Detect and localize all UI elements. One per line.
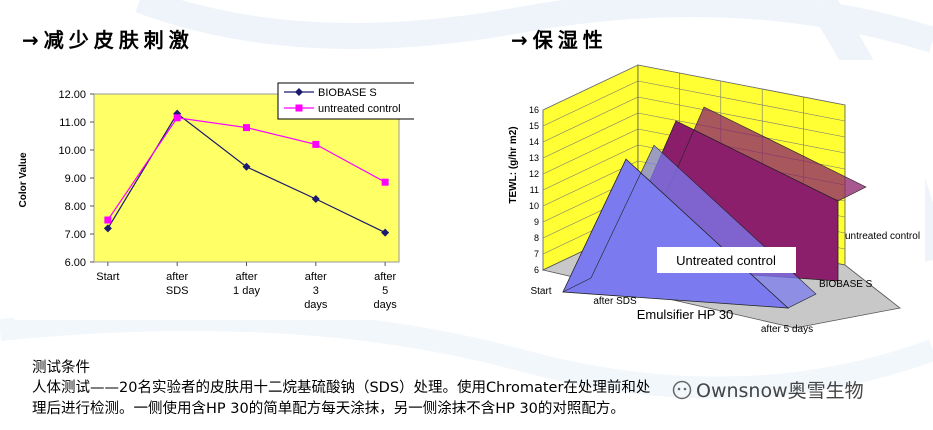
y-tick-label: 8 bbox=[534, 233, 539, 243]
wall-gridline bbox=[542, 112, 639, 159]
heading-moisturizing: →保湿性 bbox=[511, 28, 608, 52]
watermark-text: Ownsnow奥雪生物 bbox=[696, 380, 864, 402]
x-axis: Start after SDS after 1 day after 3 days after 5 d… bbox=[96, 262, 397, 311]
annotation-text: Untreated control bbox=[676, 253, 776, 268]
test-conditions-line-2: 理后进行检测。一侧使用含HP 30的简单配方每天涂抹，另一侧涂抹不含HP 30的… bbox=[32, 401, 625, 417]
x-axis-label: Emulsifier HP 30 bbox=[637, 307, 734, 322]
y-tick-label: 16 bbox=[529, 105, 539, 115]
legend-label: BIOBASE S bbox=[318, 87, 377, 99]
wall-gridline bbox=[542, 80, 639, 127]
y-tick-label: 11.00 bbox=[59, 117, 86, 129]
x-tick-label: 3 bbox=[313, 285, 319, 297]
wall-gridline bbox=[542, 144, 639, 191]
y-tick-label: 6 bbox=[534, 265, 539, 275]
legend-box bbox=[277, 82, 414, 120]
y-axis-label: Color Value bbox=[18, 152, 29, 207]
y-tick-label: 8.00 bbox=[65, 201, 86, 213]
data-point bbox=[173, 114, 181, 122]
series-layer bbox=[103, 109, 390, 237]
x-tick-label: 5 bbox=[382, 285, 388, 297]
y-tick-label: 15 bbox=[529, 121, 539, 131]
heading-skin-irritation: →减少皮肤刺激 bbox=[22, 28, 194, 52]
data-point bbox=[381, 178, 389, 186]
y-tick-label: 10.00 bbox=[58, 145, 86, 157]
y-axis: 6.00 7.00 8.00 9.00 10.00 11.00 12.00 bbox=[58, 89, 94, 269]
category-label: after 5 days bbox=[761, 324, 813, 335]
wall-gridline bbox=[637, 64, 846, 106]
wall-gridline bbox=[542, 64, 639, 111]
legend-marker bbox=[295, 88, 303, 96]
test-conditions-title: 测试条件 bbox=[32, 360, 90, 376]
wall-gridline bbox=[637, 96, 846, 138]
data-point bbox=[242, 162, 251, 171]
data-point bbox=[104, 216, 112, 224]
plot-area bbox=[93, 93, 400, 263]
wall-gridline bbox=[542, 128, 639, 175]
y-tick-label: 6.00 bbox=[65, 257, 86, 269]
x-tick-label: Start bbox=[96, 271, 119, 283]
y-tick-label: 14 bbox=[529, 137, 539, 147]
tewl-3d-area-chart: 6 7 8 9 10 11 12 13 14 15 16 Start after SDS after 5… bbox=[505, 60, 925, 340]
y-tick-label: 12 bbox=[529, 169, 539, 179]
watermark: Ownsnow奥雪生物 bbox=[672, 376, 864, 403]
series-label: untreated control bbox=[845, 231, 920, 242]
x-tick-label: after bbox=[166, 271, 188, 283]
test-conditions-line-1: 人体测试——20名实验者的皮肤用十二烷基硫酸钠（SDS）处理。使用Chromat… bbox=[32, 380, 651, 396]
x-tick-label: after bbox=[374, 271, 396, 283]
data-point bbox=[311, 195, 320, 203]
x-tick-label: after bbox=[305, 271, 327, 283]
y-tick-label: 11 bbox=[530, 185, 539, 195]
x-tick-label: days bbox=[304, 299, 328, 311]
y-tick-label: 7.00 bbox=[65, 229, 86, 241]
y-tick-label: 13 bbox=[529, 153, 539, 163]
data-point bbox=[103, 224, 112, 233]
x-tick-label: after bbox=[235, 271, 257, 283]
annotation-background bbox=[657, 247, 796, 273]
series-label: BIOBASE S bbox=[819, 279, 873, 290]
y-tick-label: 9.00 bbox=[65, 173, 86, 185]
y-tick-label: 9 bbox=[534, 217, 539, 227]
wechat-icon bbox=[672, 380, 692, 400]
category-label: Start bbox=[530, 286, 551, 297]
annotation-box: Untreated control bbox=[657, 247, 796, 273]
y-axis-label: TEWL: (g/hr m2) bbox=[508, 126, 519, 203]
x-tick-label: 1 day bbox=[233, 285, 260, 297]
wall-gridline bbox=[542, 96, 639, 143]
category-label: after SDS bbox=[593, 296, 637, 307]
category-labels: Start after SDS after 5 days BIOBASE S untre… bbox=[530, 231, 920, 335]
y-axis: 6 7 8 9 10 11 12 13 14 15 16 bbox=[529, 105, 539, 275]
data-point bbox=[312, 140, 320, 148]
legend-marker bbox=[295, 104, 303, 112]
x-tick-label: SDS bbox=[166, 285, 189, 297]
y-tick-label: 7 bbox=[534, 249, 539, 259]
y-tick-label: 12.00 bbox=[58, 89, 86, 101]
data-point bbox=[243, 124, 250, 132]
y-tick-label: 10 bbox=[529, 201, 539, 211]
color-value-line-chart: 6.00 7.00 8.00 9.00 10.00 11.00 12.00 Start aft… bbox=[14, 80, 414, 320]
wall-gridline bbox=[637, 80, 846, 122]
data-point bbox=[381, 228, 390, 237]
legend: BIOBASE S untreated control bbox=[277, 82, 414, 120]
legend-label: untreated control bbox=[318, 103, 401, 115]
x-tick-label: days bbox=[374, 299, 398, 311]
